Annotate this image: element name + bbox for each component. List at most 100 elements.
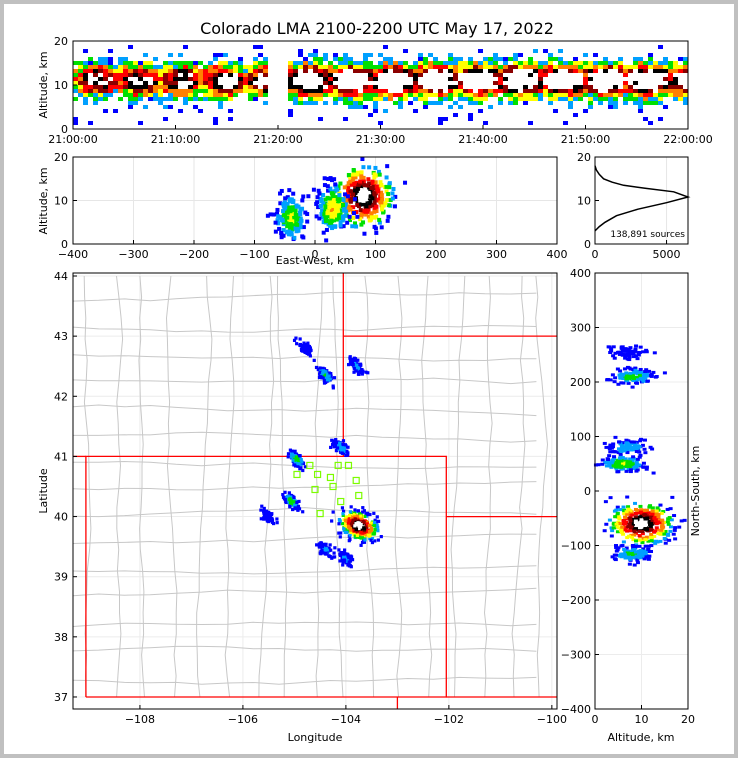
ns-density-cell bbox=[667, 538, 672, 542]
ns-density-cell bbox=[644, 527, 649, 531]
time-density-cell bbox=[373, 85, 378, 89]
time-density-cell bbox=[488, 89, 493, 93]
time-density-cell bbox=[573, 85, 578, 89]
time-density-cell bbox=[108, 61, 113, 65]
time-density-cell bbox=[168, 73, 173, 77]
time-density-cell bbox=[158, 73, 163, 77]
time-density-cell bbox=[93, 97, 98, 101]
ew-density-cell bbox=[347, 218, 352, 223]
time-density-cell bbox=[538, 73, 543, 77]
ew-density-cell bbox=[378, 180, 383, 185]
county-border bbox=[394, 275, 403, 698]
ew-density-cell bbox=[360, 202, 365, 207]
time-density-cell bbox=[163, 81, 168, 85]
time-density-cell bbox=[208, 97, 213, 101]
ew-density-cell bbox=[265, 213, 270, 218]
ns-density-cell bbox=[630, 535, 635, 539]
ew-density-cell bbox=[316, 205, 321, 210]
time-density-cell bbox=[263, 81, 268, 85]
time-density-cell bbox=[193, 77, 198, 81]
time-density-cell bbox=[463, 69, 468, 73]
map-density-cell bbox=[288, 504, 292, 508]
ns-density-cell bbox=[618, 453, 623, 457]
time-xtick-label: 21:00:00 bbox=[48, 133, 97, 146]
time-density-cell bbox=[398, 77, 403, 81]
time-density-cell bbox=[593, 65, 598, 69]
time-density-cell bbox=[188, 73, 193, 77]
time-density-cell bbox=[378, 69, 383, 73]
ns-density-cell bbox=[618, 508, 623, 512]
time-density-cell bbox=[388, 57, 393, 61]
map-density-cell bbox=[343, 522, 347, 526]
time-density-cell bbox=[583, 53, 588, 57]
time-density-cell bbox=[343, 77, 348, 81]
time-density-cell bbox=[318, 97, 323, 101]
ew-density-cell bbox=[360, 157, 365, 162]
time-density-cell bbox=[573, 57, 578, 61]
county-border bbox=[72, 291, 537, 302]
time-density-cell bbox=[493, 61, 498, 65]
time-density-cell bbox=[213, 85, 218, 89]
time-density-cell bbox=[633, 97, 638, 101]
ns-density-cell bbox=[640, 550, 645, 554]
map-density-cell bbox=[303, 344, 307, 349]
time-density-cell bbox=[378, 97, 383, 101]
time-density-cell bbox=[573, 81, 578, 85]
time-density-cell bbox=[653, 77, 658, 81]
map-density-cell bbox=[352, 370, 356, 374]
map-density-cell bbox=[324, 375, 328, 379]
map-density-cell bbox=[325, 372, 329, 377]
time-density-cell bbox=[478, 85, 483, 89]
time-density-cell bbox=[293, 77, 298, 81]
time-density-cell bbox=[568, 85, 573, 89]
ns-density-cell bbox=[648, 445, 653, 449]
time-density-cell bbox=[578, 77, 583, 81]
time-density-cell bbox=[648, 97, 653, 101]
time-density-cell bbox=[488, 73, 493, 77]
time-density-cell bbox=[493, 53, 498, 57]
time-density-cell bbox=[518, 53, 523, 57]
ew-ytick-label: 0 bbox=[61, 238, 68, 251]
time-density-cell bbox=[618, 93, 623, 97]
ew-density-cell bbox=[381, 210, 386, 215]
map-density-cell bbox=[327, 546, 331, 551]
time-density-cell bbox=[668, 81, 673, 85]
map-density-cell bbox=[343, 548, 347, 552]
time-density-cell bbox=[73, 61, 78, 65]
ns-density-cell bbox=[634, 460, 639, 464]
time-density-cell bbox=[383, 57, 388, 61]
time-density-cell bbox=[368, 73, 373, 77]
time-density-cell bbox=[638, 81, 643, 85]
map-density-cell bbox=[361, 531, 365, 535]
ns-density-cell bbox=[630, 372, 635, 376]
time-density-cell bbox=[538, 93, 543, 97]
ew-density-cell bbox=[322, 212, 327, 217]
map-density-cell bbox=[344, 515, 348, 519]
ns-density-cell bbox=[628, 371, 633, 375]
time-density-cell bbox=[118, 61, 123, 65]
ns-density-cell bbox=[631, 352, 636, 356]
ns-density-cell bbox=[627, 446, 632, 450]
map-density-cell bbox=[287, 491, 291, 495]
ew-density-cell bbox=[276, 214, 281, 219]
time-density-cell bbox=[198, 73, 203, 77]
time-density-cell bbox=[433, 93, 438, 97]
time-density-cell bbox=[178, 93, 183, 97]
ew-density-cell bbox=[403, 180, 408, 185]
time-density-cell bbox=[518, 65, 523, 69]
ns-density-cell bbox=[643, 375, 648, 379]
map-density-cell bbox=[341, 512, 345, 516]
ns-density-cell bbox=[637, 544, 642, 548]
ns-density-cell bbox=[635, 558, 640, 562]
time-density-cell bbox=[638, 93, 643, 97]
time-density-cell bbox=[588, 105, 593, 109]
time-density-cell bbox=[383, 69, 388, 73]
ns-density-cell bbox=[640, 443, 645, 447]
time-density-cell bbox=[323, 85, 328, 89]
time-density-cell bbox=[523, 101, 528, 105]
time-density-cell bbox=[563, 121, 568, 125]
time-density-cell bbox=[178, 89, 183, 93]
time-density-cell bbox=[258, 93, 263, 97]
ns-density-cell bbox=[614, 549, 619, 553]
time-density-cell bbox=[358, 89, 363, 93]
